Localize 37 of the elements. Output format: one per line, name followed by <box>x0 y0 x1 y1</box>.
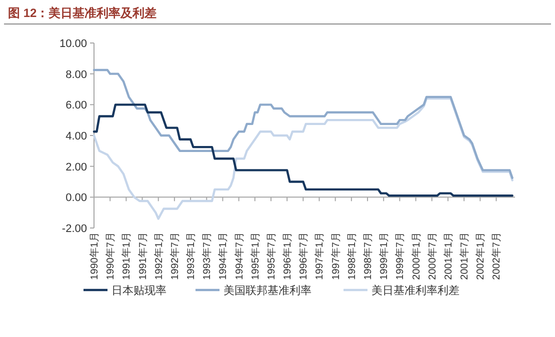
x-tick-label: 1991年7月 <box>136 232 149 280</box>
x-tick-label: 1999年1月 <box>378 232 390 280</box>
x-tick-label: 1997年7月 <box>330 232 342 280</box>
x-tick-label: 2000年7月 <box>426 232 438 280</box>
legend-label: 美日基准利率利差 <box>372 284 460 297</box>
y-tick-label: 0.00 <box>66 192 87 204</box>
x-tick-label: 1992年7月 <box>168 232 181 280</box>
x-tick-label: 1994年7月 <box>233 232 246 280</box>
x-tick-label: 2002年1月 <box>474 232 487 280</box>
y-tick-label: 6.00 <box>66 100 87 112</box>
x-tick-label: 1993年1月 <box>185 232 198 280</box>
y-tick-label: 4.00 <box>66 130 87 142</box>
x-tick-label: 2000年1月 <box>410 232 422 280</box>
x-tick-label: 1998年1月 <box>346 232 358 280</box>
x-tick-label: 1990年1月 <box>88 232 100 280</box>
legend-label: 美国联邦基准利率 <box>224 284 312 297</box>
legend-label: 日本贴现率 <box>112 284 166 297</box>
y-tick-label: -2.00 <box>62 223 87 235</box>
x-tick-label: 1990年7月 <box>104 232 117 280</box>
x-tick-label: 1996年1月 <box>282 232 294 280</box>
x-tick-label: 1991年1月 <box>120 232 133 280</box>
y-tick-label: 10.00 <box>59 38 87 50</box>
x-tick-label: 2001年7月 <box>458 232 471 280</box>
x-tick-label: 1993年7月 <box>201 232 214 280</box>
x-tick-label: 1995年7月 <box>265 232 278 280</box>
x-tick-label: 1998年7月 <box>362 232 374 280</box>
x-tick-label: 1994年1月 <box>217 232 230 280</box>
x-tick-label: 1996年7月 <box>298 232 310 280</box>
y-tick-label: 8.00 <box>66 68 87 81</box>
x-tick-label: 2001年1月 <box>442 232 454 280</box>
x-tick-label: 1999年7月 <box>394 232 406 280</box>
chart-title: 图 12：美日基准利率及利差 <box>8 6 157 20</box>
x-tick-label: 2002年7月 <box>490 232 503 280</box>
x-tick-label: 1995年1月 <box>249 232 262 280</box>
x-tick-label: 1997年1月 <box>314 232 326 280</box>
y-tick-label: 2.00 <box>66 161 87 174</box>
x-tick-label: 1992年1月 <box>152 232 165 280</box>
